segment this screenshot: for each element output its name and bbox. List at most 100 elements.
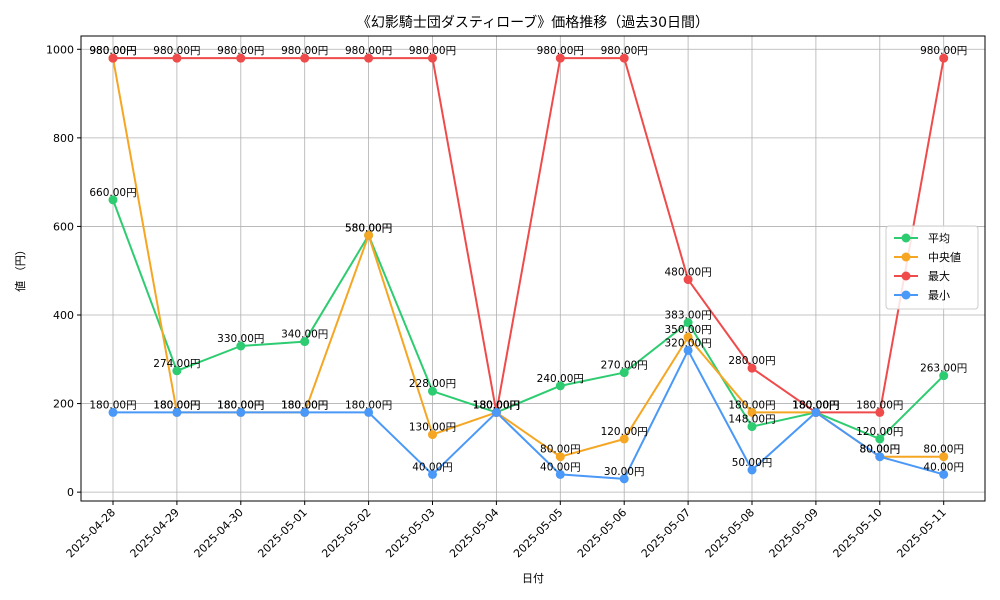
data-label: 980.00円 bbox=[281, 45, 328, 57]
data-label: 320.00円 bbox=[664, 337, 711, 349]
plot-area-frame bbox=[80, 35, 986, 502]
data-label: 280.00円 bbox=[728, 355, 775, 367]
data-point bbox=[875, 452, 885, 462]
legend-marker bbox=[901, 252, 911, 262]
data-label: 80.00円 bbox=[860, 444, 901, 456]
data-point bbox=[491, 407, 501, 417]
legend-marker bbox=[901, 233, 911, 243]
data-label: 50.00円 bbox=[732, 457, 773, 469]
data-point bbox=[619, 474, 629, 484]
data-point bbox=[428, 53, 437, 63]
data-label: 980.00円 bbox=[89, 45, 136, 57]
data-label: 40.00円 bbox=[412, 461, 453, 473]
data-label: 30.00円 bbox=[604, 466, 645, 478]
data-point bbox=[172, 407, 182, 417]
data-label: 180.00円 bbox=[153, 399, 200, 411]
data-label: 383.00円 bbox=[664, 310, 711, 322]
legend-marker bbox=[901, 290, 911, 300]
data-label: 148.00円 bbox=[728, 414, 775, 426]
data-label: 980.00円 bbox=[601, 45, 648, 57]
data-label: 180.00円 bbox=[473, 399, 520, 411]
data-point bbox=[172, 53, 182, 63]
data-point bbox=[236, 341, 246, 351]
data-point bbox=[364, 53, 374, 63]
data-label: 580.00円 bbox=[345, 222, 392, 234]
data-label: 980.00円 bbox=[89, 45, 136, 57]
data-label: 120.00円 bbox=[601, 426, 648, 438]
data-point bbox=[172, 366, 182, 376]
data-label: 180.00円 bbox=[728, 399, 775, 411]
data-point bbox=[364, 230, 374, 240]
data-label: 130.00円 bbox=[409, 422, 456, 434]
data-point bbox=[108, 53, 118, 63]
data-label: 180.00円 bbox=[792, 399, 839, 411]
legend-label: 中央値 bbox=[928, 251, 961, 264]
data-label: 240.00円 bbox=[537, 373, 584, 385]
data-label: 274.00円 bbox=[153, 358, 200, 370]
data-point bbox=[939, 53, 949, 63]
series-lines bbox=[108, 53, 949, 484]
legend-label: 最小 bbox=[928, 289, 950, 302]
data-label: 80.00円 bbox=[860, 444, 901, 456]
data-label: 180.00円 bbox=[281, 399, 328, 411]
data-label: 180.00円 bbox=[217, 399, 264, 411]
data-point bbox=[875, 407, 885, 417]
data-label: 180.00円 bbox=[473, 399, 520, 411]
data-label: 40.00円 bbox=[540, 461, 581, 473]
data-point bbox=[555, 452, 565, 462]
data-point bbox=[747, 363, 757, 373]
data-point bbox=[683, 275, 693, 285]
series-line-2 bbox=[113, 57, 945, 414]
data-label: 980.00円 bbox=[409, 45, 456, 57]
data-point bbox=[236, 407, 246, 417]
data-label: 980.00円 bbox=[217, 45, 264, 57]
data-label: 180.00円 bbox=[345, 399, 392, 411]
data-point bbox=[619, 368, 629, 378]
legend-label: 平均 bbox=[928, 232, 950, 245]
data-point bbox=[619, 434, 629, 444]
data-point bbox=[555, 53, 565, 63]
y-tick-label: 1000 bbox=[46, 43, 74, 56]
data-label: 80.00円 bbox=[540, 444, 581, 456]
data-label: 180.00円 bbox=[473, 399, 520, 411]
legend-box bbox=[885, 225, 979, 310]
y-tick-label: 600 bbox=[53, 220, 74, 233]
data-label: 180.00円 bbox=[792, 399, 839, 411]
data-point bbox=[747, 422, 757, 432]
data-label: 270.00円 bbox=[601, 360, 648, 372]
series-line-3 bbox=[113, 349, 944, 480]
data-label: 580.00円 bbox=[345, 222, 392, 234]
data-label: 180.00円 bbox=[792, 399, 839, 411]
data-label: 980.00円 bbox=[920, 45, 967, 57]
data-point bbox=[364, 407, 374, 417]
data-label: 180.00円 bbox=[217, 399, 264, 411]
data-point bbox=[300, 53, 310, 63]
data-label: 980.00円 bbox=[153, 45, 200, 57]
legend-label: 最大 bbox=[928, 269, 950, 283]
data-label: 180.00円 bbox=[473, 399, 520, 411]
data-point bbox=[939, 371, 949, 381]
y-tick-label: 0 bbox=[67, 486, 74, 499]
data-label: 228.00円 bbox=[409, 378, 456, 390]
data-labels: 660.00円 274.00円 330.00円 340.00円 580.00円 228.0… bbox=[89, 45, 967, 478]
data-point bbox=[875, 434, 885, 444]
data-point bbox=[683, 332, 693, 342]
data-label: 330.00円 bbox=[217, 333, 264, 345]
data-point bbox=[428, 386, 437, 396]
data-point bbox=[747, 465, 757, 475]
x-axis-label: 日付 bbox=[522, 572, 544, 585]
data-label: 180.00円 bbox=[153, 399, 200, 411]
chart-title: 《幻影騎士団ダスティローブ》価格推移（過去30日間） bbox=[357, 14, 709, 31]
data-label: 120.00円 bbox=[856, 426, 903, 438]
data-label: 80.00円 bbox=[923, 444, 964, 456]
data-label: 180.00円 bbox=[792, 399, 839, 411]
data-point bbox=[683, 318, 693, 328]
data-label: 180.00円 bbox=[89, 399, 136, 411]
data-label: 263.00円 bbox=[920, 363, 967, 375]
data-point bbox=[108, 407, 118, 417]
data-point bbox=[300, 407, 310, 417]
data-label: 480.00円 bbox=[664, 267, 711, 279]
data-label: 980.00円 bbox=[537, 45, 584, 57]
legend-marker bbox=[901, 271, 911, 281]
